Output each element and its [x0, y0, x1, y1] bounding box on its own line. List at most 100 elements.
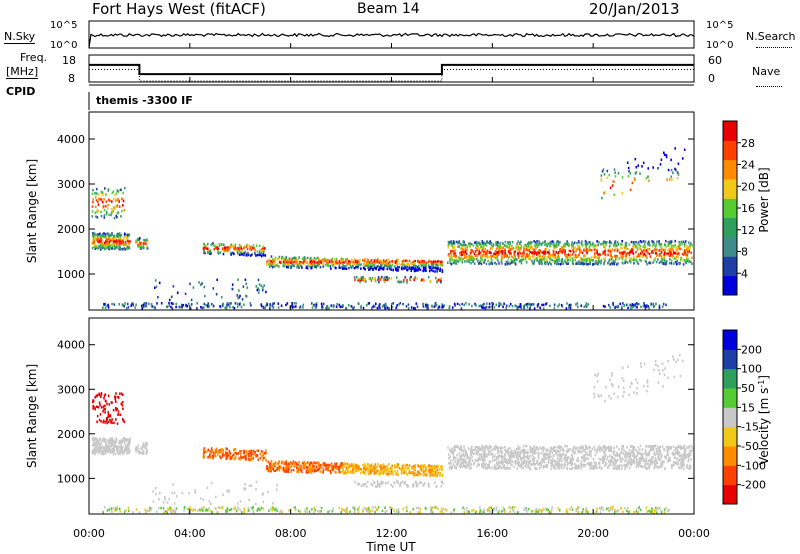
heatmap-cell	[203, 306, 205, 309]
heatmap-cell	[129, 437, 131, 440]
nave-legend-line	[756, 86, 782, 87]
heatmap-cell	[344, 259, 347, 262]
heatmap-cell	[263, 250, 265, 254]
heatmap-cell	[243, 451, 245, 455]
heatmap-cell	[539, 261, 541, 265]
heatmap-cell	[567, 306, 570, 309]
heatmap-cell	[478, 304, 481, 308]
heatmap-cell	[308, 262, 310, 266]
heatmap-cell	[107, 303, 109, 307]
heatmap-cell	[403, 263, 406, 267]
heatmap-cell	[342, 469, 344, 472]
heatmap-cell	[405, 467, 408, 470]
heatmap-cell	[387, 481, 389, 484]
heatmap-cell	[138, 450, 140, 453]
y-tick-label: 2000	[57, 223, 85, 236]
noise-sky-label: N.Sky	[4, 30, 36, 44]
heatmap-cell	[608, 303, 610, 307]
heatmap-cell	[332, 264, 334, 267]
heatmap-cell	[530, 303, 533, 306]
heatmap-cell	[270, 469, 272, 473]
heatmap-cell	[437, 306, 440, 310]
heatmap-cell	[363, 482, 366, 486]
heatmap-cell	[550, 242, 552, 245]
heatmap-cell	[315, 302, 318, 305]
heatmap-cell	[307, 265, 309, 268]
heatmap-cell	[121, 197, 123, 201]
heatmap-cell	[293, 461, 295, 464]
heatmap-cell	[676, 461, 678, 465]
heatmap-cell	[105, 200, 108, 203]
heatmap-cell	[571, 453, 573, 457]
heatmap-cell	[273, 263, 275, 266]
heatmap-cell	[403, 468, 406, 471]
heatmap-cell	[427, 260, 430, 264]
heatmap-cell	[111, 233, 113, 236]
heatmap-cell	[111, 443, 114, 446]
heatmap-cell	[602, 304, 605, 308]
heatmap-cell	[272, 306, 275, 309]
heatmap-cell	[117, 233, 120, 237]
heatmap-cell	[271, 304, 274, 307]
heatmap-cell	[261, 289, 264, 292]
heatmap-cell	[536, 253, 538, 256]
heatmap-cell	[248, 450, 250, 453]
heatmap-cell	[499, 461, 502, 464]
heatmap-cell	[669, 456, 671, 459]
heatmap-cell	[335, 266, 337, 270]
heatmap-cell	[501, 252, 503, 256]
heatmap-cell	[573, 256, 575, 259]
heatmap-cell	[96, 210, 98, 213]
heatmap-cell	[482, 466, 484, 469]
heatmap-cell	[107, 236, 109, 239]
heatmap-cell	[383, 276, 386, 280]
heatmap-cell	[247, 452, 250, 456]
heatmap-cell	[441, 468, 444, 471]
heatmap-cell	[633, 456, 636, 459]
heatmap-cell	[654, 457, 657, 460]
heatmap-cell	[610, 253, 612, 256]
heatmap-cell	[92, 452, 95, 455]
heatmap-cell	[433, 262, 436, 265]
heatmap-cell	[491, 301, 493, 305]
heatmap-cell	[151, 305, 154, 308]
heatmap-cell	[381, 262, 384, 265]
heatmap-cell	[472, 244, 475, 247]
heatmap-cell	[449, 261, 452, 265]
heatmap-cell	[322, 302, 325, 306]
heatmap-cell	[247, 454, 250, 458]
heatmap-cell	[109, 443, 112, 447]
heatmap-cell	[496, 251, 499, 254]
heatmap-cell	[112, 449, 114, 452]
heatmap-cell	[588, 257, 591, 260]
heatmap-cell	[537, 254, 539, 258]
heatmap-cell	[266, 260, 268, 263]
heatmap-cell	[630, 307, 632, 310]
heatmap-cell	[312, 260, 314, 263]
heatmap-cell	[574, 258, 577, 262]
heatmap-cell	[638, 302, 640, 306]
heatmap-cell	[641, 165, 643, 168]
heatmap-cell	[529, 256, 532, 259]
heatmap-cell	[410, 269, 413, 272]
heatmap-cell	[643, 246, 646, 249]
heatmap-cell	[519, 248, 521, 251]
heatmap-cell	[564, 260, 566, 263]
heatmap-cell	[577, 305, 579, 308]
heatmap-cell	[409, 266, 411, 270]
heatmap-cell	[484, 466, 487, 470]
heatmap-cell	[608, 247, 611, 250]
heatmap-cell	[489, 240, 491, 243]
heatmap-cell	[647, 247, 649, 251]
heatmap-cell	[629, 261, 632, 264]
heatmap-cell	[116, 246, 118, 249]
heatmap-cell	[671, 178, 673, 181]
heatmap-cell	[455, 262, 458, 265]
heatmap-cell	[657, 466, 659, 469]
heatmap-cell	[327, 463, 330, 467]
heatmap-cell	[353, 276, 356, 279]
heatmap-cell	[560, 247, 562, 251]
heatmap-cell	[620, 467, 623, 470]
heatmap-cell	[366, 462, 369, 466]
heatmap-cell	[341, 259, 344, 262]
